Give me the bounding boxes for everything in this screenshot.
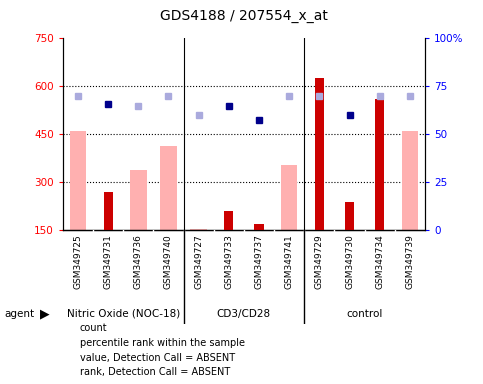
Text: Nitric Oxide (NOC-18): Nitric Oxide (NOC-18) [67,309,180,319]
Text: GSM349727: GSM349727 [194,234,203,289]
Text: GSM349741: GSM349741 [284,234,294,289]
Bar [103,192,113,230]
Text: rank, Detection Call = ABSENT: rank, Detection Call = ABSENT [80,367,230,377]
Text: GSM349739: GSM349739 [405,234,414,289]
Text: GDS4188 / 207554_x_at: GDS4188 / 207554_x_at [160,9,328,23]
Bar [315,78,324,230]
Text: value, Detection Call = ABSENT: value, Detection Call = ABSENT [80,353,235,362]
Text: percentile rank within the sample: percentile rank within the sample [80,338,245,348]
Bar [255,224,264,230]
Text: CD3/CD28: CD3/CD28 [217,309,271,319]
Bar [281,165,298,230]
Bar [160,146,177,230]
Text: GSM349733: GSM349733 [224,234,233,289]
Text: GSM349734: GSM349734 [375,234,384,289]
Bar [130,170,146,230]
Text: agent: agent [5,309,35,319]
Text: GSM349731: GSM349731 [103,234,113,289]
Bar [224,211,233,230]
Text: GSM349725: GSM349725 [73,234,83,289]
Bar [402,131,418,230]
Bar [375,99,384,230]
Text: GSM349740: GSM349740 [164,234,173,289]
Text: control: control [346,309,383,319]
Text: GSM349736: GSM349736 [134,234,143,289]
Text: GSM349730: GSM349730 [345,234,354,289]
Text: GSM349729: GSM349729 [315,234,324,289]
Bar [190,229,207,230]
Bar [345,202,354,230]
Bar [70,131,86,230]
Text: count: count [80,323,107,333]
Text: GSM349737: GSM349737 [255,234,264,289]
Text: ▶: ▶ [40,308,49,320]
